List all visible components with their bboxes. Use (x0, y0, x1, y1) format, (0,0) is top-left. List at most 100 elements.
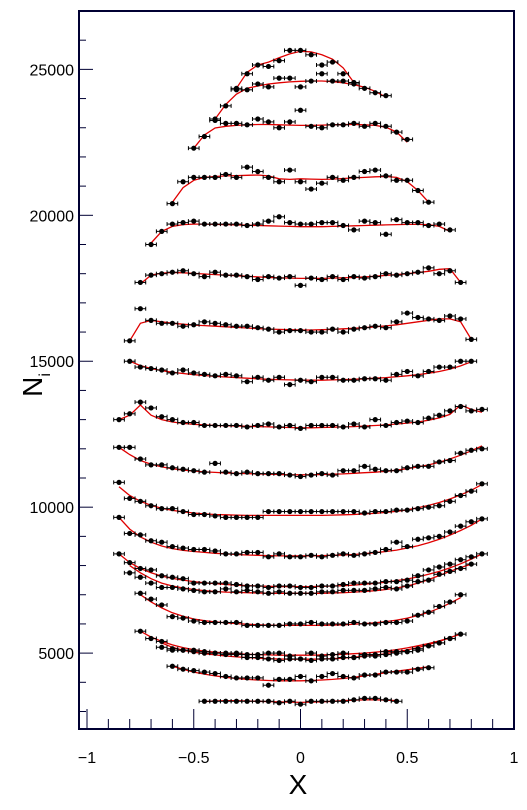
data-marker (319, 374, 325, 380)
data-point (305, 590, 318, 596)
data-point (476, 516, 488, 522)
data-marker (169, 417, 175, 423)
data-point (412, 536, 424, 542)
data-point (134, 574, 147, 580)
data-marker (265, 584, 272, 591)
data-point (369, 376, 382, 382)
data-marker (447, 313, 453, 319)
data-marker (361, 651, 368, 658)
data-marker (372, 586, 378, 592)
data-marker (479, 406, 485, 413)
data-marker (329, 583, 336, 589)
data-point (358, 123, 371, 129)
data-point (198, 546, 211, 553)
data-point (348, 654, 360, 661)
data-marker (233, 551, 240, 557)
data-marker (159, 414, 165, 420)
data-point (369, 323, 382, 329)
data-marker (458, 450, 464, 456)
data-point (283, 554, 296, 560)
data-point (337, 222, 350, 229)
data-point (401, 618, 414, 624)
data-point (412, 187, 424, 194)
data-marker (340, 71, 346, 77)
y-axis-tick-labels: 5000 10000 15000 20000 25000 (30, 62, 75, 663)
data-marker (159, 644, 165, 650)
y-tick-label: 10000 (30, 500, 75, 517)
data-marker (404, 136, 410, 143)
data-point (251, 471, 264, 477)
data-point (187, 218, 200, 224)
data-marker (340, 587, 346, 593)
data-point (337, 329, 350, 335)
data-marker (436, 459, 442, 465)
data-point (337, 424, 350, 430)
data-marker (137, 532, 143, 538)
data-marker (244, 549, 250, 556)
data-marker (340, 621, 346, 627)
x-tick-label: 0.5 (396, 750, 418, 767)
data-marker (244, 469, 250, 475)
data-marker (287, 653, 293, 659)
data-marker (383, 271, 389, 277)
data-marker (180, 508, 186, 515)
data-point (113, 551, 125, 557)
data-marker (297, 282, 304, 288)
data-point (422, 222, 435, 229)
data-marker (447, 561, 453, 567)
data-marker (393, 319, 400, 325)
data-marker (404, 583, 410, 589)
data-point (155, 271, 168, 277)
data-point (369, 466, 382, 472)
data-marker (340, 508, 346, 515)
data-marker (148, 596, 154, 602)
data-marker (137, 456, 143, 462)
data-point (230, 120, 243, 126)
data-point (155, 638, 168, 645)
data-marker (265, 682, 272, 688)
data-point (283, 381, 296, 388)
data-point (465, 554, 478, 560)
data-point (390, 468, 403, 474)
data-marker (458, 523, 464, 529)
data-marker (447, 635, 453, 642)
data-marker (159, 584, 165, 591)
data-point (380, 93, 392, 99)
data-marker (319, 471, 325, 477)
data-point (219, 103, 232, 109)
data-point (294, 673, 307, 680)
data-point (283, 583, 296, 589)
data-point (337, 377, 350, 383)
data-marker (383, 649, 389, 655)
data-marker (201, 274, 208, 280)
data-marker (169, 320, 175, 326)
data-marker (351, 120, 357, 126)
data-marker (212, 670, 218, 677)
data-marker (287, 220, 293, 226)
data-marker (393, 371, 400, 377)
data-point (380, 508, 392, 515)
data-marker (340, 78, 346, 84)
data-point (219, 422, 232, 429)
data-marker (297, 47, 304, 54)
data-point (380, 377, 392, 383)
data-point (412, 373, 424, 379)
data-point (305, 650, 318, 656)
data-point (145, 580, 157, 586)
data-marker (159, 638, 165, 645)
data-point (241, 379, 253, 385)
data-marker (180, 615, 186, 621)
data-marker (191, 647, 197, 653)
data-point (198, 133, 211, 140)
data-marker (458, 316, 464, 322)
data-marker (201, 469, 208, 475)
data-marker (127, 338, 133, 344)
data-point (305, 52, 318, 58)
data-point (444, 635, 456, 642)
data-marker (404, 577, 410, 583)
data-point (316, 62, 328, 68)
data-marker (255, 221, 261, 227)
data-point (219, 619, 232, 626)
data-point (251, 622, 264, 628)
data-point (316, 471, 328, 477)
